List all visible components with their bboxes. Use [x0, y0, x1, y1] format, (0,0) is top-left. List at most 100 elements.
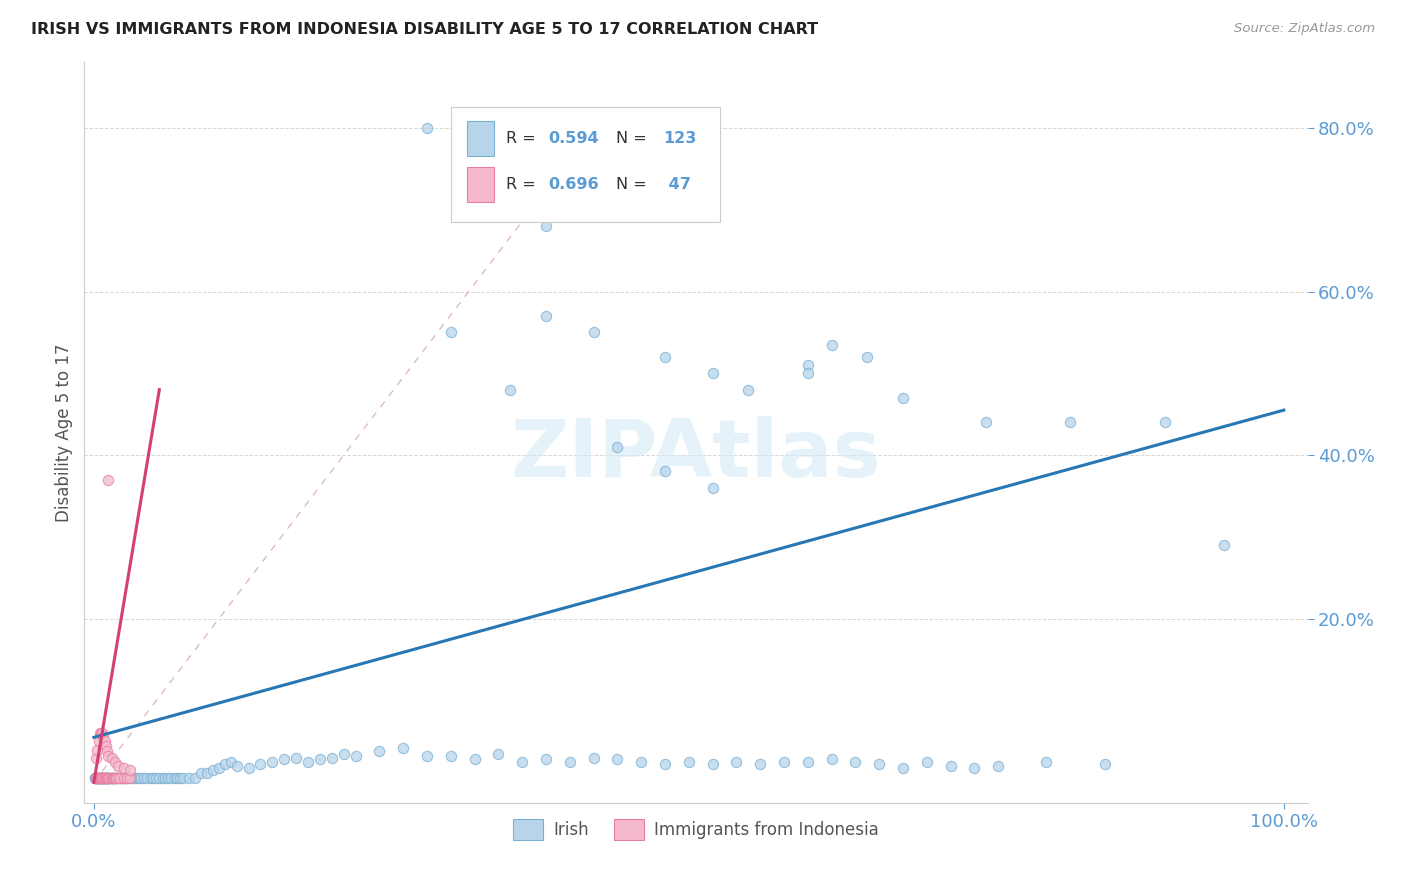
- Point: [97, 771, 120, 785]
- Point: [125, 771, 148, 785]
- Point: [166, 771, 188, 785]
- Point: [654, 465, 676, 479]
- Point: [100, 771, 122, 785]
- Point: [118, 771, 141, 785]
- Point: [974, 416, 997, 430]
- Point: [87, 771, 110, 785]
- Point: [86, 771, 108, 785]
- Point: [136, 771, 159, 785]
- Point: [285, 751, 308, 765]
- Point: [87, 771, 110, 785]
- Point: [86, 742, 108, 756]
- Point: [94, 771, 117, 785]
- Point: [93, 771, 115, 785]
- Point: [91, 771, 114, 785]
- Point: [1094, 757, 1116, 772]
- Point: [214, 757, 236, 772]
- Point: [90, 726, 112, 740]
- Point: [90, 771, 112, 785]
- Point: [606, 752, 628, 766]
- Point: [464, 752, 486, 766]
- Point: [89, 726, 111, 740]
- Point: [128, 771, 150, 785]
- Point: [84, 771, 107, 785]
- Point: [84, 751, 107, 765]
- Point: [114, 771, 136, 785]
- Point: [156, 771, 179, 785]
- Point: [582, 751, 605, 765]
- Point: [94, 771, 117, 785]
- Point: [93, 771, 115, 785]
- Point: [112, 771, 135, 785]
- Point: [321, 751, 343, 765]
- Point: [332, 747, 354, 761]
- Point: [118, 771, 141, 785]
- Point: [987, 759, 1010, 773]
- Point: [103, 771, 125, 785]
- Point: [96, 771, 118, 785]
- Point: [1213, 538, 1236, 552]
- Point: [309, 752, 332, 766]
- Point: [100, 751, 122, 765]
- Point: [115, 771, 138, 785]
- Point: [96, 744, 118, 758]
- Point: [87, 734, 110, 748]
- Point: [94, 771, 117, 785]
- Point: [101, 771, 124, 785]
- Point: [891, 391, 914, 405]
- Point: [124, 771, 146, 785]
- Point: [90, 771, 112, 785]
- Point: [91, 771, 114, 785]
- Point: [145, 771, 167, 785]
- Point: [606, 440, 628, 454]
- Point: [107, 771, 129, 785]
- Point: [678, 755, 700, 769]
- Point: [820, 337, 842, 351]
- Point: [112, 761, 135, 775]
- Point: [132, 771, 155, 785]
- Point: [249, 757, 271, 772]
- FancyBboxPatch shape: [467, 121, 494, 156]
- Point: [118, 763, 141, 777]
- Text: IRISH VS IMMIGRANTS FROM INDONESIA DISABILITY AGE 5 TO 17 CORRELATION CHART: IRISH VS IMMIGRANTS FROM INDONESIA DISAB…: [31, 22, 818, 37]
- Point: [108, 771, 131, 785]
- Point: [534, 219, 557, 233]
- Text: 47: 47: [664, 178, 690, 192]
- Point: [582, 326, 605, 340]
- Point: [103, 771, 125, 785]
- Point: [238, 761, 260, 775]
- Point: [97, 771, 120, 785]
- Point: [184, 771, 207, 785]
- Point: [89, 771, 111, 785]
- Point: [108, 771, 131, 785]
- Point: [100, 771, 122, 785]
- Point: [725, 755, 748, 769]
- Text: R =: R =: [506, 178, 541, 192]
- Point: [195, 765, 218, 780]
- Point: [91, 771, 114, 785]
- Point: [93, 771, 115, 785]
- Point: [93, 771, 115, 785]
- Point: [169, 771, 191, 785]
- Point: [86, 771, 108, 785]
- Point: [84, 771, 107, 785]
- FancyBboxPatch shape: [467, 167, 494, 202]
- Point: [115, 771, 138, 785]
- Point: [1153, 416, 1175, 430]
- Text: 123: 123: [664, 131, 696, 146]
- Point: [654, 757, 676, 772]
- Point: [87, 771, 110, 785]
- Point: [163, 771, 186, 785]
- Point: [97, 771, 120, 785]
- Point: [98, 771, 121, 785]
- Point: [534, 752, 557, 766]
- Point: [654, 350, 676, 364]
- Point: [98, 771, 121, 785]
- Point: [115, 771, 138, 785]
- Point: [100, 771, 122, 785]
- Point: [702, 481, 724, 495]
- Point: [93, 771, 115, 785]
- Point: [177, 771, 200, 785]
- Point: [104, 771, 127, 785]
- Point: [131, 771, 153, 785]
